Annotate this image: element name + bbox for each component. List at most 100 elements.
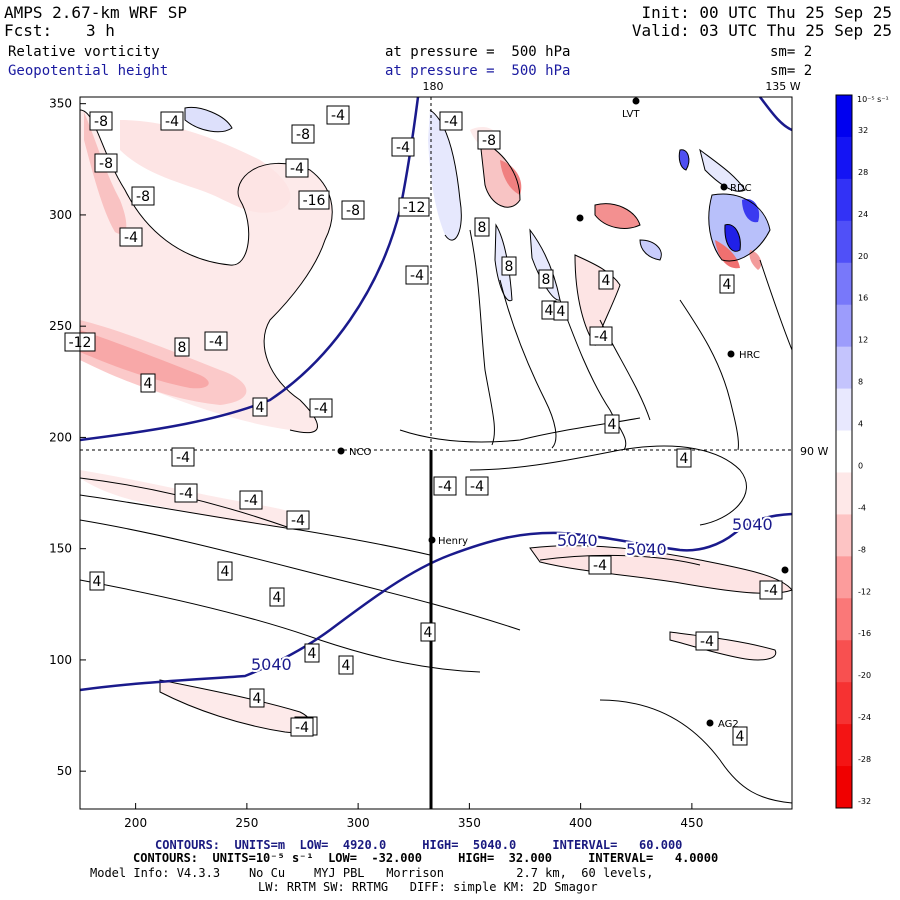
- plot-frame: [79, 96, 793, 810]
- vorticity-label-text: -8: [136, 189, 150, 205]
- colorbar-swatch: [836, 95, 852, 138]
- vorticity-label-box: [171, 447, 195, 467]
- vorticity-label: 4: [304, 643, 320, 663]
- vorticity-label-text: -8: [296, 127, 310, 143]
- vorticity-label-text: -4: [295, 720, 309, 736]
- height-contour-info: CONTOURS: UNITS=m LOW= 4920.0 HIGH= 5040…: [155, 838, 683, 852]
- vorticity-label-box: [474, 217, 490, 237]
- vorticity-label: -4: [439, 111, 463, 131]
- vorticity-label-text: -4: [438, 479, 452, 495]
- vorticity-label-box: [249, 688, 265, 708]
- colorbar-swatch: [836, 766, 852, 809]
- vorticity-label: -4: [285, 158, 309, 178]
- vorticity-label-text: 4: [602, 273, 611, 289]
- vorticity-label: 4: [269, 587, 285, 607]
- station-marker: [781, 566, 789, 574]
- station-marker: [576, 214, 584, 222]
- height-label: 5040: [251, 655, 292, 674]
- vorticity-label-box: [732, 726, 748, 746]
- station-label: NCO: [349, 447, 371, 458]
- colorbar-unit: 10⁻⁵ s⁻¹: [857, 95, 889, 104]
- vorticity-label-box: [89, 111, 113, 131]
- vorticity-label: 4: [249, 688, 265, 708]
- vorticity-label-text: 4: [144, 376, 153, 392]
- vorticity-label-box: [309, 398, 333, 418]
- grid-lines: [80, 97, 792, 451]
- colorbar-frame: [835, 94, 853, 809]
- colorbar-level-label: 12: [858, 336, 868, 345]
- forecast-label: Fcst:: [4, 21, 53, 40]
- vorticity-label-text: 4: [723, 277, 732, 293]
- vorticity-label-text: 4: [424, 625, 433, 641]
- axes: 200 250 300 350 400 450 350 300 250 200 150 100 50: [49, 97, 703, 830]
- vorticity-label: -16: [298, 190, 330, 210]
- vorticity-label-text: 4: [308, 646, 317, 662]
- model-info-physics: LW: RRTM SW: RRTMG DIFF: simple KM: 2D S…: [258, 880, 598, 894]
- vorticity-label-text: 4: [557, 304, 566, 320]
- vorticity-label-box: [269, 587, 285, 607]
- colorbar-swatch: [836, 724, 852, 767]
- colorbar-level-label: 24: [858, 210, 868, 219]
- vorticity-label-text: -8: [94, 114, 108, 130]
- vorticity-label-text: -4: [179, 486, 193, 502]
- vorticity-label-box: [433, 476, 457, 496]
- vorticity-label-text: -4: [410, 268, 424, 284]
- vorticity-label: 4: [604, 414, 620, 434]
- vorticity-label-box: [695, 631, 719, 651]
- field1-smoothing: sm= 2: [770, 44, 813, 60]
- vorticity-label-box: [338, 655, 354, 675]
- vorticity-label-text: 4: [256, 400, 265, 416]
- height-label: 5040: [557, 531, 598, 550]
- vorticity-label: 4: [420, 622, 436, 642]
- y-tick-label: 150: [49, 542, 72, 556]
- vorticity-label: -8: [94, 153, 118, 173]
- model-title: AMPS 2.67-km WRF SP: [4, 3, 188, 22]
- colorbar-level-label: 0: [858, 461, 863, 470]
- colorbar-level-label: -28: [858, 755, 871, 764]
- colorbar-swatch: [836, 472, 852, 515]
- vorticity-label-text: 8: [542, 272, 551, 288]
- vorticity-label: -8: [341, 200, 365, 220]
- field1-pressure: at pressure = 500 hPa: [385, 44, 571, 60]
- height-contours: [79, 96, 793, 692]
- vorticity-label-text: -4: [396, 140, 410, 156]
- vorticity-label-box: [285, 158, 309, 178]
- vorticity-label: 4: [598, 270, 614, 290]
- x-tick-label: 250: [235, 816, 258, 830]
- field1-name: Relative vorticity: [8, 44, 160, 60]
- vorticity-label-text: -4: [124, 230, 138, 246]
- colorbar: 32 28 24 20 16 12 8 4 0 -4 -8 -12 -16 -20 -24 -28 -32: [835, 94, 871, 809]
- y-tick-label: 300: [49, 208, 72, 222]
- station-marker: [727, 350, 735, 358]
- field2-smoothing: sm= 2: [770, 63, 813, 79]
- vorticity-label: -4: [171, 447, 195, 467]
- y-tick-label: 50: [57, 764, 72, 778]
- vorticity-label-text: 4: [93, 574, 102, 590]
- vorticity-label-text: -16: [303, 193, 326, 209]
- vorticity-label-box: [252, 397, 268, 417]
- vorticity-label-box: [604, 414, 620, 434]
- vorticity-label-text: -4: [244, 493, 258, 509]
- vorticity-label-box: [204, 331, 228, 351]
- x-tick-label: 450: [680, 816, 703, 830]
- vorticity-label-text: -4: [593, 558, 607, 574]
- vorticity-label: -4: [326, 105, 350, 125]
- forecast-value: 3 h: [86, 21, 115, 40]
- vorticity-label: -4: [465, 476, 489, 496]
- station-label: AG2: [718, 719, 739, 730]
- vorticity-label: 4: [217, 561, 233, 581]
- vorticity-label-box: [341, 200, 365, 220]
- vorticity-label-box: [174, 483, 198, 503]
- vorticity-label: -8: [89, 111, 113, 131]
- vorticity-label-text: 4: [253, 691, 262, 707]
- vorticity-label-text: -4: [470, 479, 484, 495]
- model-info: Model Info: V4.3.3 No Cu MYJ PBL Morriso…: [90, 866, 654, 880]
- stations: LVT RDC HRC NCO Henry AG2: [337, 97, 789, 730]
- vorticity-label: -4: [119, 227, 143, 247]
- colorbar-swatch: [836, 682, 852, 725]
- vorticity-label: 8: [538, 269, 554, 289]
- colorbar-level-label: -8: [858, 545, 866, 554]
- vorticity-label-box: [759, 580, 783, 600]
- vorticity-label-box: [286, 510, 310, 530]
- vorticity-label: -12: [398, 197, 430, 217]
